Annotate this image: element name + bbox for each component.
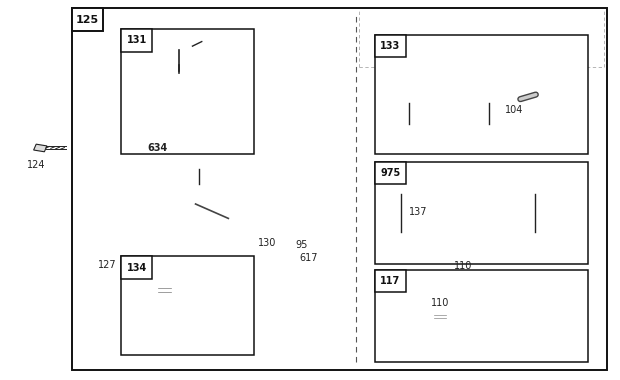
Text: 137: 137 (409, 207, 427, 217)
Text: 104: 104 (505, 105, 523, 115)
Text: 95: 95 (296, 240, 308, 250)
Ellipse shape (160, 266, 170, 269)
Text: 131: 131 (126, 35, 147, 46)
Polygon shape (434, 321, 446, 326)
Text: 134: 134 (126, 263, 147, 272)
Text: 125: 125 (76, 14, 99, 25)
Bar (432, 307, 448, 311)
Bar (375, 35, 588, 154)
Bar (122, 29, 153, 52)
Ellipse shape (409, 116, 489, 131)
Bar (174, 57, 183, 61)
Bar (375, 35, 406, 57)
Text: 110: 110 (431, 298, 449, 308)
Ellipse shape (156, 185, 174, 195)
Text: 634: 634 (148, 143, 167, 153)
Circle shape (160, 187, 170, 193)
Bar (434, 309, 446, 321)
Text: 975: 975 (380, 168, 401, 178)
Text: 110: 110 (453, 261, 472, 271)
Polygon shape (159, 296, 171, 304)
Text: ReplacementParts.com: ReplacementParts.com (242, 199, 378, 212)
Bar (159, 281, 171, 296)
Ellipse shape (189, 194, 232, 228)
Bar (273, 216, 289, 220)
Ellipse shape (248, 185, 267, 195)
Text: 133: 133 (380, 41, 401, 51)
Polygon shape (198, 38, 206, 43)
Ellipse shape (401, 186, 534, 201)
Bar (375, 162, 406, 184)
Bar (375, 269, 406, 292)
Bar (122, 256, 254, 355)
Text: 124: 124 (27, 160, 46, 170)
Text: 617: 617 (299, 253, 318, 263)
Circle shape (296, 229, 312, 239)
Ellipse shape (156, 264, 173, 271)
Bar (122, 256, 153, 279)
Bar (72, 8, 607, 370)
Bar (157, 279, 172, 283)
Ellipse shape (157, 134, 175, 140)
Ellipse shape (401, 224, 534, 239)
Ellipse shape (161, 135, 172, 139)
Bar (33, 144, 47, 152)
Bar (275, 215, 287, 236)
Bar (375, 269, 588, 362)
Text: 127: 127 (98, 260, 117, 270)
Bar (122, 29, 254, 154)
Circle shape (252, 187, 262, 193)
Bar (72, 8, 103, 31)
Circle shape (231, 223, 246, 233)
Polygon shape (168, 41, 194, 51)
Ellipse shape (409, 95, 489, 111)
Text: 130: 130 (257, 238, 276, 248)
Text: 117: 117 (380, 276, 401, 286)
Circle shape (300, 231, 308, 236)
Circle shape (177, 42, 187, 48)
Bar (375, 162, 588, 264)
